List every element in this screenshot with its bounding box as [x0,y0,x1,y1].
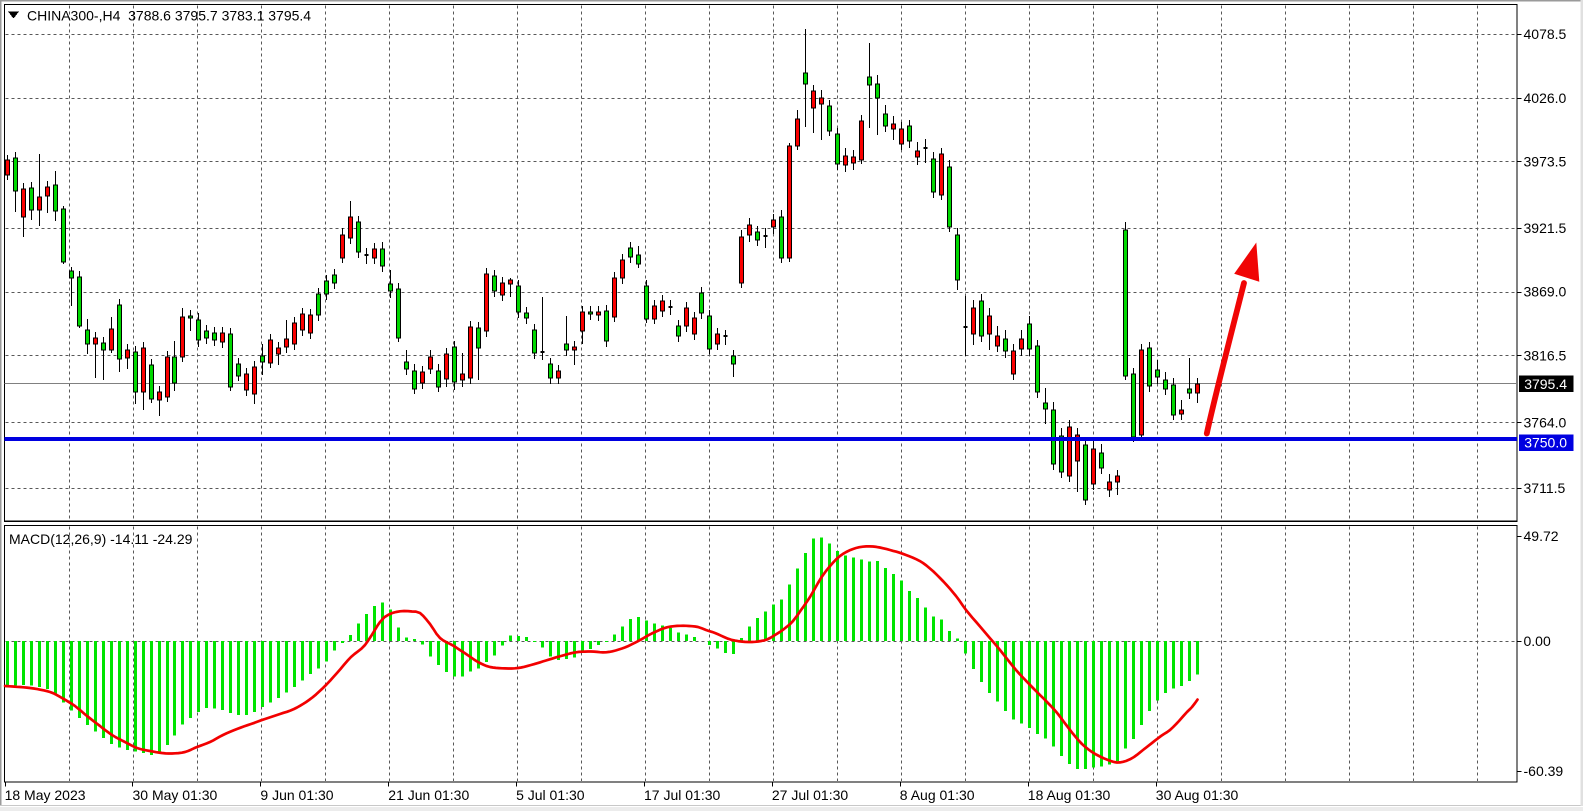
svg-text:3921.5: 3921.5 [1524,220,1567,236]
svg-text:30 Aug 01:30: 30 Aug 01:30 [1156,787,1239,803]
svg-text:30 May 01:30: 30 May 01:30 [133,787,218,803]
svg-text:49.72: 49.72 [1524,528,1559,544]
svg-text:3973.5: 3973.5 [1524,153,1567,169]
svg-text:5 Jul 01:30: 5 Jul 01:30 [516,787,585,803]
svg-text:18 Aug 01:30: 18 Aug 01:30 [1028,787,1111,803]
svg-text:4026.0: 4026.0 [1524,90,1567,106]
svg-text:3711.5: 3711.5 [1524,480,1566,496]
svg-text:MACD(12,26,9) -14.11 -24.29: MACD(12,26,9) -14.11 -24.29 [9,531,193,547]
svg-text:3816.5: 3816.5 [1524,348,1567,364]
svg-text:4078.5: 4078.5 [1524,26,1567,42]
svg-text:3795.4: 3795.4 [1524,376,1567,392]
svg-text:17 Jul 01:30: 17 Jul 01:30 [644,787,720,803]
svg-text:9 Jun 01:30: 9 Jun 01:30 [260,787,333,803]
svg-text:27 Jul 01:30: 27 Jul 01:30 [772,787,848,803]
svg-text:0.00: 0.00 [1524,633,1551,649]
svg-text:8 Aug 01:30: 8 Aug 01:30 [900,787,975,803]
svg-text:-60.39: -60.39 [1524,763,1564,779]
svg-text:3869.0: 3869.0 [1524,284,1567,300]
svg-text:3764.0: 3764.0 [1524,414,1567,430]
svg-text:3750.0: 3750.0 [1524,435,1567,451]
svg-text:18 May 2023: 18 May 2023 [5,787,86,803]
svg-text:21 Jun 01:30: 21 Jun 01:30 [388,787,469,803]
svg-text:CHINA300-,H4 3788.6 3795.7 37: CHINA300-,H4 3788.6 3795.7 3783.1 3795.4 [27,8,311,24]
